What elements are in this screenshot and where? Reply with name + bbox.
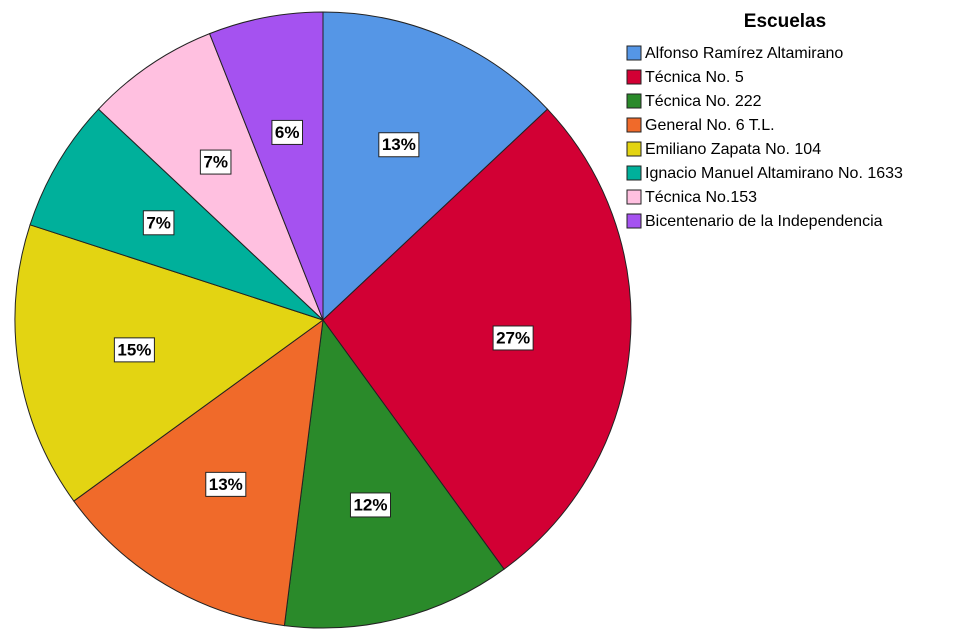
legend-swatch — [626, 165, 642, 181]
legend-label: Alfonso Ramírez Altamirano — [645, 45, 843, 62]
legend-label: Técnica No. 222 — [645, 93, 762, 110]
label-box — [113, 337, 155, 363]
data-label: 27% — [496, 328, 530, 347]
legend-label: Ignacio Manuel Altamirano No. 1633 — [645, 165, 903, 182]
legend-label: Técnica No. 5 — [645, 69, 744, 86]
legend-swatch — [626, 45, 642, 61]
data-label: 6% — [275, 123, 300, 142]
label-box — [142, 210, 175, 236]
pie-slice — [322, 11, 549, 322]
data-label: 15% — [117, 340, 151, 359]
label-box — [271, 119, 304, 145]
legend-swatch — [626, 189, 642, 205]
legend-label: Bicentenario de la Independencia — [645, 213, 883, 230]
data-label: 7% — [146, 213, 171, 232]
data-label: 7% — [203, 153, 228, 172]
data-label: 12% — [353, 495, 387, 514]
pie-slice — [29, 108, 324, 321]
legend-title: Escuelas — [744, 11, 826, 32]
label-box — [349, 492, 392, 518]
legend-swatch — [626, 117, 642, 133]
data-label: 13% — [382, 135, 416, 154]
pie-slice — [283, 318, 505, 629]
pie-slice — [208, 11, 324, 321]
pie-slice — [322, 108, 632, 570]
legend-label: General No. 6 T.L. — [645, 117, 775, 134]
legend-swatch — [626, 93, 642, 109]
legend-swatch — [626, 69, 642, 85]
pie-slice — [97, 32, 324, 321]
label-box — [205, 471, 247, 497]
legend-label: Emiliano Zapata No. 104 — [645, 141, 821, 158]
data-label: 13% — [209, 475, 243, 494]
label-box — [378, 132, 420, 158]
legend-label: Técnica No.153 — [645, 189, 757, 206]
label-box — [199, 149, 232, 175]
legend-swatch — [626, 213, 642, 229]
label-box — [492, 325, 534, 351]
pie-slice — [14, 224, 325, 502]
legend-swatch — [626, 141, 642, 157]
pie-slice — [73, 318, 324, 627]
